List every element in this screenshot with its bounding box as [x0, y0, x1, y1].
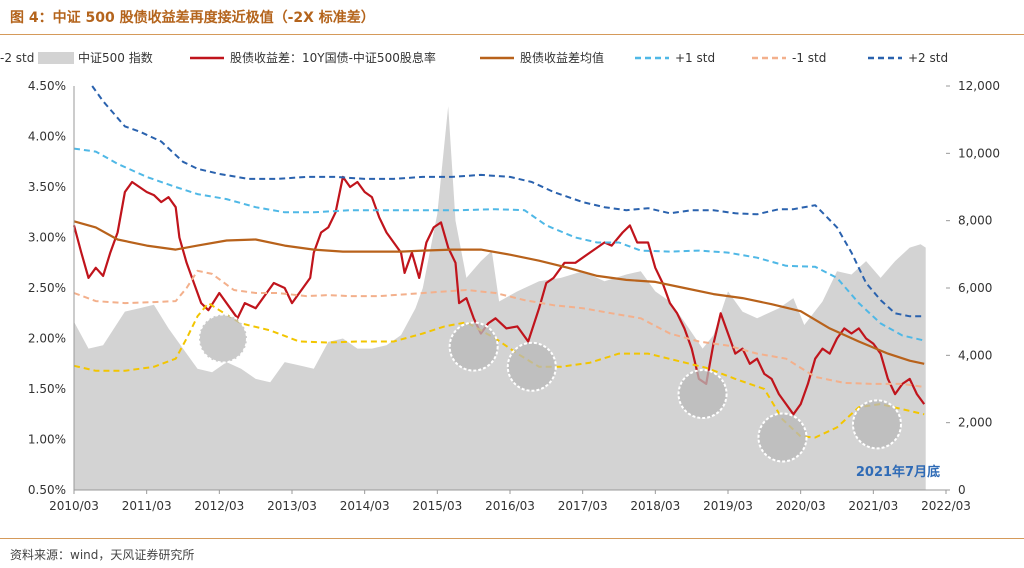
x-tick-label: 2019/03	[703, 499, 753, 513]
legend-label: 中证500 指数	[78, 50, 153, 65]
series-line-5	[91, 85, 925, 318]
x-tick-label: 2016/03	[485, 499, 535, 513]
y-left-tick-label: 1.50%	[28, 382, 66, 396]
y-left-tick-label: 4.00%	[28, 130, 66, 144]
chart: 中证500 指数 股债收益差：10Y国债-中证500股息率 股债收益差均值 +1 st…	[0, 50, 1000, 513]
highlight-circle	[506, 341, 557, 392]
legend-label: +2 std	[908, 51, 948, 65]
legend-swatch	[38, 52, 74, 64]
x-tick-label: 2013/03	[267, 499, 317, 513]
legend-label: 股债收益差均值	[520, 50, 604, 65]
legend: 中证500 指数 股债收益差：10Y国债-中证500股息率 股债收益差均值 +1 st…	[0, 50, 948, 65]
top-rule	[0, 34, 1024, 35]
series-line-3	[73, 147, 925, 342]
axes: 0.50% 1.00% 1.50% 2.00% 2.50% 3.00% 3.50% 4.00%…	[28, 79, 1000, 513]
y-right-tick-label: 10,000	[958, 146, 1000, 160]
y-left-tick-label: 3.50%	[28, 180, 66, 194]
highlight-circle	[851, 399, 902, 450]
x-tick-label: 2021/03	[848, 499, 898, 513]
y-left-tick-label: 4.50%	[28, 79, 66, 93]
series-layer	[72, 85, 926, 490]
title-bar: 图 4：中证 500 股债收益差再度接近极值（-2X 标准差）	[0, 0, 1024, 34]
legend-label: -2 std	[0, 51, 34, 65]
x-tick-label: 2015/03	[412, 499, 462, 513]
legend-label: +1 std	[675, 51, 715, 65]
x-tick-label: 2022/03	[921, 499, 971, 513]
x-tick-label: 2010/03	[49, 499, 99, 513]
highlight-circle	[197, 313, 248, 364]
y-right-tick-label: 4,000	[958, 348, 992, 362]
y-right-tick-label: 6,000	[958, 281, 992, 295]
y-right-tick-label: 2,000	[958, 416, 992, 430]
y-left-tick-label: 1.00%	[28, 433, 66, 447]
y-left-tick-label: 2.00%	[28, 332, 66, 346]
series-line-4	[73, 269, 925, 388]
bottom-rule	[0, 538, 1024, 539]
legend-label: -1 std	[792, 51, 826, 65]
x-tick-label: 2017/03	[558, 499, 608, 513]
series-line-2	[73, 220, 925, 365]
x-tick-label: 2014/03	[340, 499, 390, 513]
y-right-tick-label: 8,000	[958, 214, 992, 228]
x-tick-label: 2020/03	[776, 499, 826, 513]
source-note: 资料来源：wind，天风证券研究所	[10, 548, 195, 562]
highlight-circle	[448, 321, 499, 372]
y-right-tick-label: 0	[958, 483, 966, 497]
x-tick-label: 2012/03	[194, 499, 244, 513]
figure-title: 图 4：中证 500 股债收益差再度接近极值（-2X 标准差）	[10, 10, 375, 26]
x-tick-label: 2011/03	[122, 499, 172, 513]
x-tick-label: 2018/03	[630, 499, 680, 513]
annotation-label: 2021年7月底	[856, 464, 940, 480]
y-right-tick-label: 12,000	[958, 79, 1000, 93]
legend-label: 股债收益差：10Y国债-中证500股息率	[230, 50, 436, 65]
highlight-circle	[677, 369, 728, 420]
highlight-circle	[757, 412, 808, 463]
y-left-tick-label: 3.00%	[28, 231, 66, 245]
y-left-tick-label: 2.50%	[28, 281, 66, 295]
y-left-tick-label: 0.50%	[28, 483, 66, 497]
